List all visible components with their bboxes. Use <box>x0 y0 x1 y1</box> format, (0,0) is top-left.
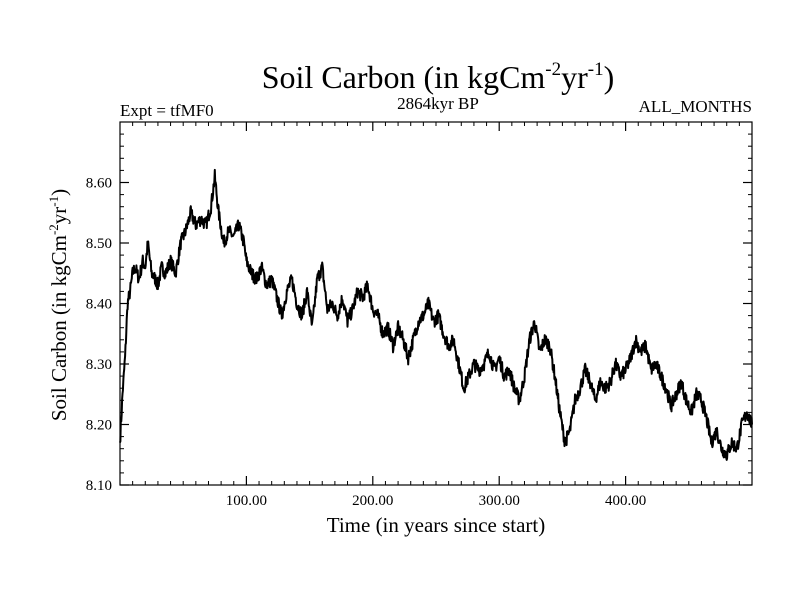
months-label: ALL_MONTHS <box>639 97 752 116</box>
y-axis-label: Soil Carbon (in kgCm-2yr-1) <box>46 189 71 421</box>
y-tick-label: 8.60 <box>86 176 112 192</box>
y-axis-label-mid: yr <box>47 207 71 225</box>
chart-title-sup1: -2 <box>545 59 561 80</box>
y-tick-label: 8.50 <box>86 236 112 252</box>
chart-title-main: Soil Carbon (in kgCm <box>262 59 546 95</box>
y-axis-label-end: ) <box>47 189 71 196</box>
y-axis-ticks: 8.10 8.20 8.30 8.40 8.50 8.60 <box>86 176 752 494</box>
experiment-label: Expt = tfMF0 <box>120 101 214 120</box>
x-axis-ticks: 100.00 200.00 300.00 400.00 <box>226 122 646 509</box>
series-line-soil-carbon <box>119 168 753 461</box>
y-axis-label-sup1: -2 <box>46 224 61 235</box>
minor-ticks <box>120 122 752 485</box>
y-tick-label: 8.30 <box>86 357 112 373</box>
chart-title-end: ) <box>604 59 615 95</box>
y-tick-label: 8.10 <box>86 478 112 494</box>
x-tick-label: 400.00 <box>605 493 646 509</box>
y-tick-label: 8.40 <box>86 297 112 313</box>
x-axis-label: Time (in years since start) <box>327 513 546 537</box>
x-tick-label: 300.00 <box>479 493 520 509</box>
y-axis-label-sup2: -1 <box>46 196 61 207</box>
y-tick-label: 8.20 <box>86 418 112 434</box>
chart-title: Soil Carbon (in kgCm-2yr-1) <box>262 59 615 95</box>
x-tick-label: 100.00 <box>226 493 267 509</box>
x-tick-label: 200.00 <box>352 493 393 509</box>
y-axis-label-main: Soil Carbon (in kgCm <box>47 235 71 421</box>
chart-title-sup2: -1 <box>588 59 604 80</box>
period-label: 2864kyr BP <box>397 94 479 113</box>
chart-title-mid: yr <box>561 59 588 95</box>
